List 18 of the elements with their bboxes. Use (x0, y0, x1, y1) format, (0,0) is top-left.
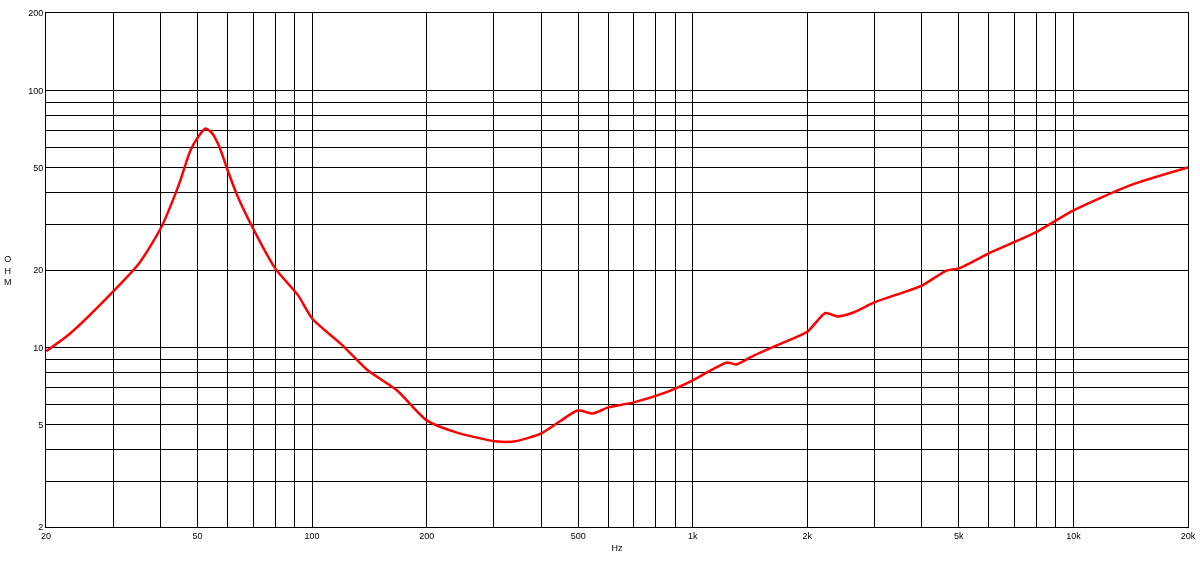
x-tick-label: 100 (304, 530, 320, 541)
y-tick-label: 10 (33, 342, 44, 353)
x-tick-label: 200 (419, 530, 435, 541)
y-tick-label: 50 (33, 162, 44, 173)
y-tick-label: 5 (38, 419, 44, 430)
x-tick-label: 1k (687, 530, 698, 541)
x-tick-label: 500 (570, 530, 586, 541)
x-axis-title: Hz (611, 542, 623, 553)
y-tick-label: 200 (28, 8, 44, 19)
x-tick-label: 2k (802, 530, 813, 541)
y-tick-label: 2 (38, 522, 44, 533)
y-tick-label: 20 (33, 265, 44, 276)
x-tick-label: 5k (954, 530, 965, 541)
y-tick-label: 100 (28, 85, 44, 96)
x-tick-label: 10k (1066, 530, 1082, 541)
x-tick-label: 20k (1180, 530, 1196, 541)
y-axis-title: OHM (4, 254, 12, 288)
x-tick-label: 50 (192, 530, 203, 541)
